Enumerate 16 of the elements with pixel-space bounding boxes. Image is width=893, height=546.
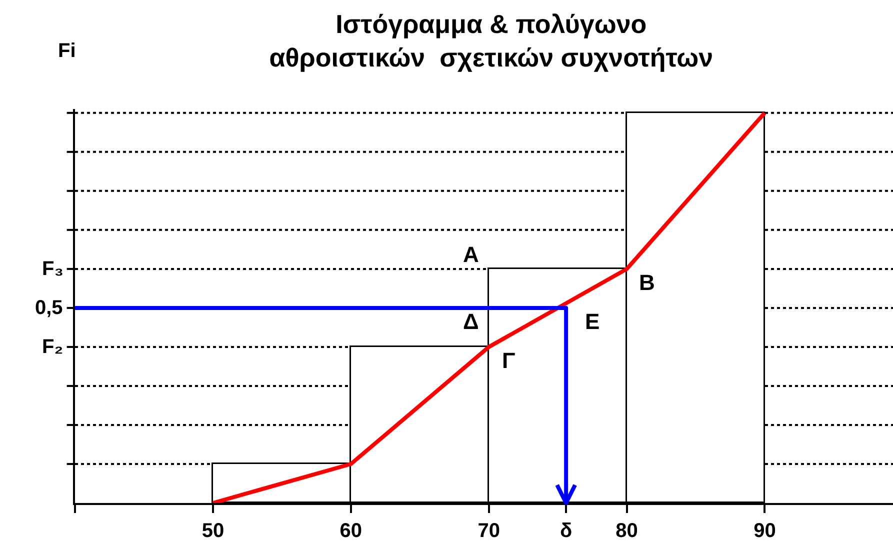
annotation: Δ <box>463 309 479 334</box>
x-tick-label: 70 <box>478 520 500 542</box>
ref-line-label: 0,5 <box>35 297 63 319</box>
x-tick-label: 80 <box>616 520 638 542</box>
x-tick-label: 90 <box>754 520 776 542</box>
annotation: Γ <box>502 348 516 373</box>
x-tick-label: 60 <box>340 520 362 542</box>
chart-title: Ιστόγραμμα & πολύγωνο αθροιστικών σχετικών συχνοτήτων <box>269 8 714 73</box>
annotation: Β <box>639 270 655 295</box>
annotation: Ε <box>585 309 600 334</box>
x-tick-label: 50 <box>202 520 224 542</box>
ref-line-label: F₂ <box>42 336 64 358</box>
y-axis-title: Fi <box>58 40 76 62</box>
x-tick-label: δ <box>560 520 572 542</box>
annotation: Α <box>463 242 479 267</box>
ref-line-label: F₃ <box>42 258 64 280</box>
